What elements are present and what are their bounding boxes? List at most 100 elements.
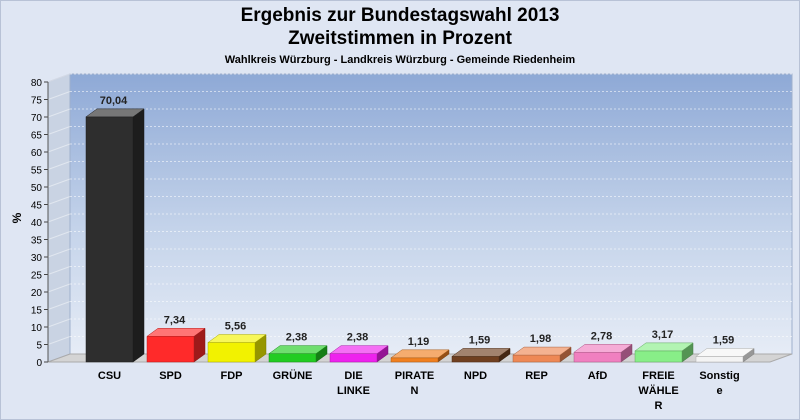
bar-front [634, 350, 683, 363]
bar-top [146, 328, 206, 337]
bar [695, 347, 755, 363]
y-tick-label: 15 [31, 306, 43, 317]
y-tick-label: 70 [31, 113, 43, 124]
grid-line-side [47, 336, 71, 345]
bar-front [695, 356, 744, 363]
bar-value-label: 1,59 [469, 334, 490, 346]
grid-line-side [47, 73, 71, 83]
grid-line-side [47, 126, 71, 135]
chart-title-line2: Zweitstimmen in Prozent [288, 28, 512, 49]
bar-front [573, 352, 622, 363]
bar-front [207, 342, 256, 363]
y-tick-label: 45 [31, 201, 43, 212]
grid-line-side [47, 283, 71, 293]
grid-line-side [47, 266, 71, 275]
bar [146, 327, 206, 363]
bar [512, 346, 572, 363]
bar [573, 343, 633, 363]
bar-top [573, 344, 633, 353]
x-category-label: WÄHLE [638, 384, 678, 397]
x-category-label: REP [525, 370, 548, 382]
bar-value-label: 5,56 [225, 321, 246, 333]
y-tick-label: 80 [31, 78, 43, 89]
y-tick-label: 40 [31, 218, 43, 229]
bar-value-label: 7,34 [164, 314, 186, 326]
x-category-label: R [655, 400, 663, 412]
x-category-label: GRÜNE [273, 369, 313, 382]
grid-line-side [47, 213, 71, 223]
bar [390, 349, 450, 363]
chart-title: Ergebnis zur Bundestagswahl 2013 Zweitst… [0, 4, 800, 50]
x-category-label: CSU [98, 370, 121, 382]
bar [207, 334, 267, 363]
bar [451, 347, 511, 363]
y-tick-label: 75 [31, 96, 43, 107]
bar-front [146, 336, 195, 363]
x-category-label: LINKE [337, 385, 370, 397]
grid-line-side [47, 301, 71, 310]
bar-top [268, 345, 328, 354]
x-category-label: DIE [344, 370, 362, 382]
bar-value-label: 2,38 [286, 332, 307, 344]
grid-line-side [47, 161, 71, 170]
y-tick-label: 0 [36, 358, 42, 369]
y-tick-label: 65 [31, 131, 43, 142]
bar-value-label: 1,59 [713, 334, 734, 346]
bar-front [512, 354, 561, 363]
bar [268, 345, 328, 363]
bar-top [695, 348, 755, 357]
bar-value-label: 1,98 [530, 333, 551, 345]
bar-side [132, 108, 145, 363]
bar-top [634, 342, 694, 352]
x-category-label: Sonstig [699, 370, 739, 382]
grid-line-side [47, 178, 71, 188]
bar-front [451, 356, 500, 363]
bar-front [329, 353, 378, 363]
y-tick-label: 20 [31, 288, 43, 299]
bar-top [329, 345, 389, 354]
bar [634, 342, 694, 363]
x-category-label: N [411, 385, 419, 397]
y-tick-label: 30 [31, 253, 43, 264]
bar-value-label: 3,17 [652, 329, 673, 341]
y-tick-label: 35 [31, 236, 43, 247]
x-category-label: e [716, 385, 722, 397]
bar-top [390, 349, 450, 359]
bar-value-label: 2,38 [347, 332, 368, 344]
x-category-label: NPD [464, 370, 487, 382]
chart-title-line1: Ergebnis zur Bundestagswahl 2013 [240, 5, 560, 26]
bar-front [85, 116, 134, 363]
y-tick-label: 5 [36, 341, 42, 352]
bar-front [390, 357, 439, 363]
bar-top [451, 348, 511, 357]
y-axis-label: % [10, 212, 24, 223]
grid-line-side [47, 196, 71, 205]
bar-front [268, 353, 317, 363]
y-tick-label: 60 [31, 148, 43, 159]
grid-line-side [47, 143, 71, 153]
bar-top [512, 346, 572, 356]
y-tick-label: 55 [31, 166, 43, 177]
y-tick-label: 50 [31, 183, 43, 194]
grid-line-side [47, 231, 71, 240]
y-tick-label: 10 [31, 323, 43, 334]
bar-top [207, 334, 267, 343]
bar-value-label: 70,04 [100, 95, 128, 107]
bar-top [85, 108, 145, 118]
grid-line-side [47, 91, 71, 100]
x-category-label: PIRATE [395, 370, 435, 382]
x-category-label: FDP [221, 370, 243, 382]
x-category-label: SPD [159, 370, 182, 382]
grid-line-side [47, 248, 71, 258]
x-category-label: FREIE [642, 370, 674, 382]
y-tick-label: 25 [31, 271, 43, 282]
x-category-label: AfD [588, 370, 608, 382]
bar-value-label: 2,78 [591, 330, 612, 342]
grid-line-side [47, 318, 71, 328]
chart-subtitle: Wahlkreis Würzburg - Landkreis Würzburg … [224, 54, 576, 66]
grid-line-side [47, 108, 71, 118]
bar [329, 345, 389, 363]
bar [85, 108, 145, 363]
bar-value-label: 1,19 [408, 336, 429, 348]
